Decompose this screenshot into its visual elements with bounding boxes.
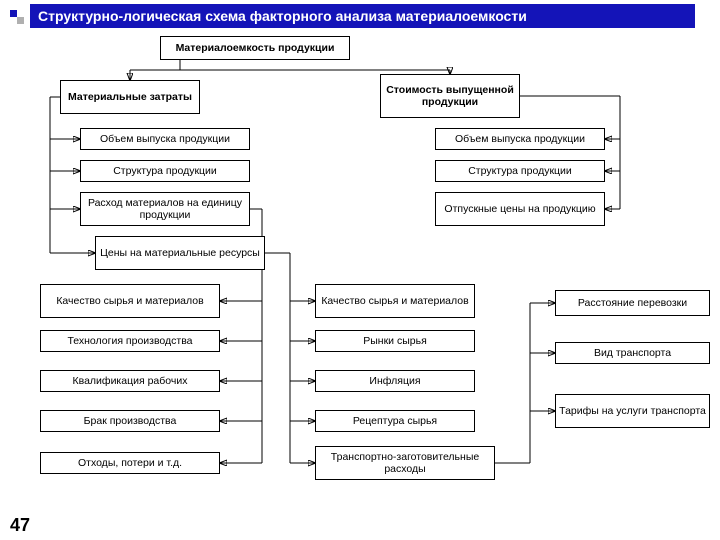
page-title: Структурно-логическая схема факторного а…: [30, 4, 695, 28]
node-n19: Тарифы на услуги транспорта: [555, 394, 710, 428]
node-n17: Квалификация рабочих: [40, 370, 220, 392]
node-n22: Отходы, потери и т.д.: [40, 452, 220, 474]
node-n9: Отпускные цены на продукцию: [435, 192, 605, 226]
node-n15: Рынки сырья: [315, 330, 475, 352]
node-n13: Расстояние перевозки: [555, 290, 710, 316]
node-n7: Структура продукции: [435, 160, 605, 182]
node-n21: Рецептура сырья: [315, 410, 475, 432]
node-n4: Объем выпуска продукции: [80, 128, 250, 150]
node-n12: Качество сырья и материалов: [315, 284, 475, 318]
node-n8: Расход материалов на единицу продукции: [80, 192, 250, 226]
node-n23: Транспортно-заготовительные расходы: [315, 446, 495, 480]
node-n5: Объем выпуска продукции: [435, 128, 605, 150]
node-n20: Брак производства: [40, 410, 220, 432]
node-n2: Материальные затраты: [60, 80, 200, 114]
node-n6: Структура продукции: [80, 160, 250, 182]
node-n16: Вид транспорта: [555, 342, 710, 364]
node-n11: Качество сырья и материалов: [40, 284, 220, 318]
node-n10: Цены на материальные ресурсы: [95, 236, 265, 270]
title-bullet: [10, 10, 24, 24]
node-n3: Стоимость выпущенной продукции: [380, 74, 520, 118]
node-n1: Материалоемкость продукции: [160, 36, 350, 60]
node-n14: Технология производства: [40, 330, 220, 352]
node-n18: Инфляция: [315, 370, 475, 392]
page-number: 47: [10, 515, 30, 536]
